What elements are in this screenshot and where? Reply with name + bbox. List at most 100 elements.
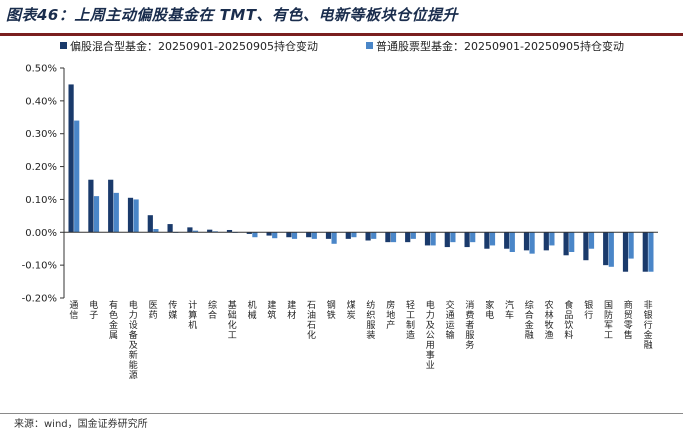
x-tick-label: 轻工制造 — [406, 299, 415, 341]
bar-series-1 — [543, 232, 549, 251]
title-underline — [0, 33, 683, 36]
bar-series-1 — [266, 232, 272, 236]
x-tick-label: 电力及公用事业 — [426, 299, 435, 371]
legend-label-series-2: 普通股票型基金：20250901-20250905持仓变动 — [376, 39, 624, 53]
bar-series-1 — [603, 232, 609, 266]
x-tick-label: 汽车 — [505, 299, 514, 321]
y-tick-label: 0.00% — [25, 228, 57, 239]
y-tick-label: 0.30% — [25, 129, 57, 140]
bar-series-2 — [93, 196, 100, 233]
y-tick-label: -0.10% — [22, 261, 57, 272]
bar-series-2 — [390, 232, 397, 243]
x-tick-label: 房地产 — [386, 299, 395, 331]
bar-series-1 — [187, 227, 193, 233]
bar-series-2 — [113, 192, 119, 233]
y-tick-label: 0.50% — [25, 64, 57, 75]
legend-label-series-1: 偏股混合型基金：20250901-20250905持仓变动 — [70, 39, 318, 53]
x-tick-label: 计算机 — [188, 299, 197, 331]
x-tick-label: 建材 — [287, 299, 296, 321]
x-tick-label: 银行 — [584, 299, 593, 321]
bar-series-2 — [648, 232, 654, 272]
bar-series-1 — [504, 232, 510, 249]
x-tick-label: 综合 — [208, 299, 217, 321]
y-axis: -0.20% -0.10% 0.00% 0.10% 0.20% 0.30% 0.40% 0.5… — [22, 64, 65, 305]
x-tick-label: 消费者服务 — [465, 299, 474, 351]
x-tick-label: 国防军工 — [604, 300, 613, 341]
bar-series-2 — [252, 232, 258, 238]
bar-series-1 — [127, 197, 134, 233]
x-tick-label: 医药 — [149, 300, 158, 321]
legend-swatch-series-2 — [366, 42, 373, 49]
x-tick-label: 钢铁 — [327, 299, 336, 321]
legend-swatch-series-1 — [60, 42, 67, 49]
bar-series-1 — [108, 179, 114, 233]
bar-series-1 — [88, 179, 94, 233]
x-tick-label: 电子 — [89, 299, 98, 321]
y-tick-label: 0.20% — [25, 162, 57, 173]
x-tick-label: 纺织服装 — [366, 299, 375, 341]
footer-rule — [0, 413, 683, 414]
bar-series-2 — [450, 232, 456, 243]
x-tick-label: 有色金属 — [109, 299, 118, 341]
y-tick-label: 0.10% — [25, 195, 57, 206]
bar-series-1 — [345, 232, 351, 239]
y-tick-label: 0.40% — [25, 96, 57, 107]
bar-series-2 — [272, 232, 278, 239]
bar-series-1 — [583, 232, 589, 261]
chart-title: 图表46：上周主动偏股基金在 TMT、有色、电新等板块仓位提升 — [6, 6, 458, 24]
bar-series-2 — [569, 232, 575, 252]
bar-series-2 — [628, 232, 634, 259]
bar-series-2 — [410, 232, 416, 239]
x-tick-label: 农林牧渔 — [545, 299, 554, 341]
x-tick-label: 食品饮料 — [564, 299, 573, 341]
x-tick-label: 传媒 — [168, 299, 177, 321]
bar-series-2 — [291, 232, 298, 239]
bar-series-1 — [424, 232, 431, 246]
bar-series-1 — [444, 232, 450, 248]
bar-series-2 — [133, 199, 139, 233]
bar-series-1 — [207, 229, 213, 233]
bar-series-2 — [529, 232, 535, 254]
bar-series-2 — [549, 232, 555, 246]
bar-series-1 — [306, 232, 312, 238]
x-tick-label: 通信 — [69, 300, 78, 321]
x-tick-label: 煤炭 — [347, 299, 356, 321]
bar-series-1 — [68, 84, 74, 233]
bar-series-2 — [192, 230, 199, 233]
bar-series-2 — [430, 232, 436, 246]
bar-series-1 — [246, 232, 252, 234]
bar-series-2 — [311, 232, 317, 239]
bar-series-1 — [365, 232, 371, 241]
bars — [68, 84, 654, 272]
bar-series-2 — [588, 232, 595, 249]
bar-series-2 — [371, 232, 377, 239]
x-tick-label: 交通运输 — [446, 299, 455, 341]
bar-series-2 — [331, 232, 337, 244]
bar-series-1 — [563, 232, 569, 256]
bar-series-2 — [470, 232, 476, 243]
bar-series-1 — [642, 232, 648, 272]
legend: 偏股混合型基金：20250901-20250905持仓变动 普通股票型基金：20… — [60, 39, 624, 53]
bar-series-1 — [325, 232, 332, 239]
y-tick-label: -0.20% — [22, 294, 57, 305]
x-tick-label: 石油石化 — [307, 301, 316, 341]
x-tick-label: 机械 — [248, 299, 257, 321]
bar-series-2 — [608, 232, 614, 267]
x-tick-label: 家电 — [485, 299, 494, 321]
x-tick-label: 非银行金融 — [644, 299, 653, 351]
source-note: 来源：wind，国金证券研究所 — [14, 419, 148, 430]
bar-series-1 — [523, 232, 530, 251]
x-tick-label: 建筑 — [267, 299, 276, 321]
x-tick-label: 综合金融 — [525, 299, 534, 341]
x-tick-label: 商贸零售 — [624, 299, 633, 341]
x-tick-label: 电力设备及新能源 — [129, 299, 138, 381]
bar-chart: 偏股混合型基金：20250901-20250905持仓变动 普通股票型基金：20… — [22, 39, 658, 381]
bar-series-2 — [351, 232, 357, 238]
bar-series-1 — [286, 232, 292, 238]
bar-series-1 — [167, 224, 173, 233]
bar-series-2 — [153, 229, 159, 233]
bar-series-1 — [147, 215, 153, 233]
bar-series-2 — [509, 232, 515, 252]
bar-series-2 — [74, 120, 80, 233]
